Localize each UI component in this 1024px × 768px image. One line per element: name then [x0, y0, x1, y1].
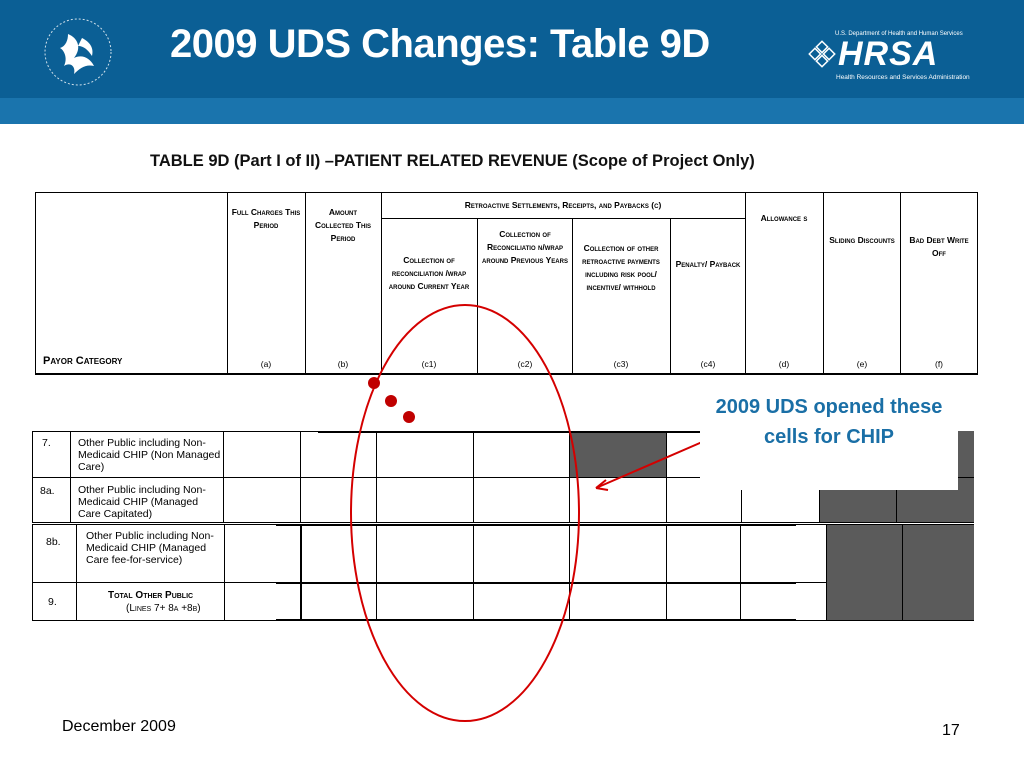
col-header-f: Bad Debt Write Off — [909, 235, 969, 258]
row-7-category: Other Public including Non-Medicaid CHIP… — [78, 437, 221, 473]
col-header-d: Allowance s — [760, 213, 808, 223]
col-code-b: (b) — [337, 359, 349, 369]
header-stripe — [0, 98, 1024, 124]
row-9-num: 9. — [48, 596, 57, 608]
shaded-cell-8b-9-f — [903, 525, 974, 620]
row-9-category-lines: (Lines 7+ 8a +8b) — [126, 603, 201, 614]
slide-title: 2009 UDS Changes: Table 9D — [170, 22, 710, 66]
red-dot-1 — [368, 377, 380, 389]
col-code-d: (d) — [778, 359, 790, 369]
red-dot-3 — [403, 411, 415, 423]
hrsa-department-text: U.S. Department of Health and Human Serv… — [835, 31, 963, 37]
col-code-e: (e) — [856, 359, 868, 369]
payor-category-header: Payor Category — [43, 355, 123, 367]
hhs-eagle-icon — [44, 18, 112, 86]
row-9-category: Total Other Public — [108, 590, 194, 601]
group-header-retroactive: Retroactive Settlements, Receipts, and P… — [464, 200, 662, 210]
row-8a-category: Other Public including Non-Medicaid CHIP… — [78, 484, 206, 520]
col-header-c1: Collection of reconciliation /wrap aroun… — [388, 255, 470, 291]
hrsa-wordmark: HRSA — [838, 35, 939, 73]
red-dot-2 — [385, 395, 397, 407]
table-body-lower: 8b. Other Public including Non-Medicaid … — [32, 524, 974, 622]
row-8a-num: 8a. — [40, 485, 55, 497]
slide-header — [0, 0, 1024, 98]
col-code-f: (f) — [934, 359, 944, 369]
hrsa-logo-icon — [808, 40, 836, 68]
col-header-a: Full Charges This Period — [231, 207, 301, 230]
shaded-cell-8b-9-e — [827, 525, 902, 620]
col-header-c4: Penalty/ Payback — [675, 259, 741, 269]
footer-date: December 2009 — [62, 718, 176, 735]
row-7-num: 7. — [42, 437, 51, 449]
row-8b-num: 8b. — [46, 536, 61, 548]
col-header-b: Amount Collected This Period — [314, 207, 372, 243]
callout-text: 2009 UDS opened these cells for CHIP — [700, 392, 958, 490]
col-code-c3: (c3) — [613, 359, 629, 369]
col-header-e: Sliding Discounts — [829, 235, 895, 245]
col-code-c2: (c2) — [517, 359, 533, 369]
col-code-c1: (c1) — [421, 359, 437, 369]
row-8b-category: Other Public including Non-Medicaid CHIP… — [86, 530, 214, 566]
page-number: 17 — [942, 722, 960, 739]
table-title: TABLE 9D (Part I of II) –PATIENT RELATED… — [150, 152, 755, 170]
hrsa-subtitle: Health Resources and Services Administra… — [836, 74, 970, 81]
table-header: Retroactive Settlements, Receipts, and P… — [35, 192, 978, 375]
col-header-c2: Collection of Reconciliatio n/wrap aroun… — [482, 229, 568, 265]
col-code-a: (a) — [260, 359, 272, 369]
col-header-c3: Collection of other retroactive payments… — [582, 243, 660, 292]
col-code-c4: (c4) — [700, 359, 716, 369]
shaded-cell-7-c3 — [570, 433, 666, 477]
